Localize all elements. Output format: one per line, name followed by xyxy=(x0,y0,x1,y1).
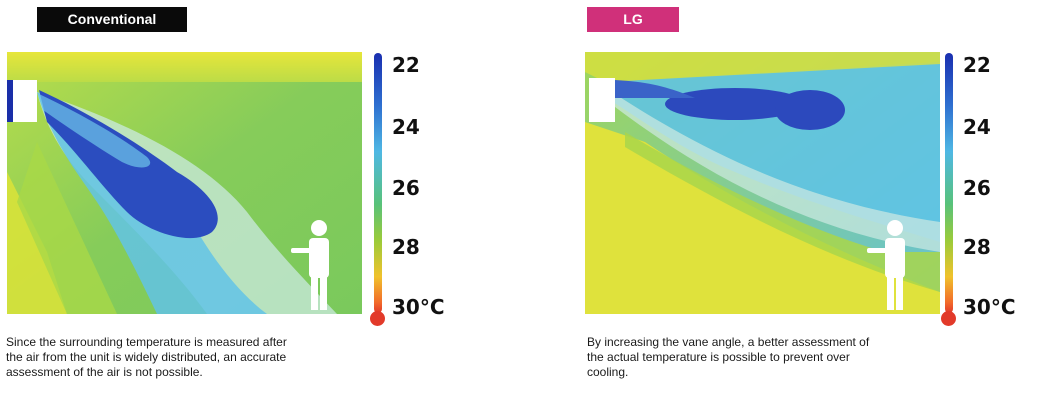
conventional-badge: Conventional xyxy=(37,7,187,32)
caption-line: assessment of the air is not possible. xyxy=(6,365,203,379)
scale-label-28: 28 xyxy=(392,235,420,259)
lg-heatmap xyxy=(585,52,940,314)
scale-label-26: 26 xyxy=(963,176,991,200)
temperature-scale-bulb xyxy=(941,311,956,326)
temperature-scale-bar xyxy=(374,53,382,313)
scale-label-28: 28 xyxy=(963,235,991,259)
scale-label-30: 30°C xyxy=(392,295,445,319)
scale-label-30: 30°C xyxy=(963,295,1016,319)
scale-label-22: 22 xyxy=(963,53,991,77)
caption-line: By increasing the vane angle, a better a… xyxy=(587,335,870,349)
scale-label-24: 24 xyxy=(963,115,991,139)
temperature-scale-bulb xyxy=(370,311,385,326)
lg-badge: LG xyxy=(587,7,679,32)
scale-label-22: 22 xyxy=(392,53,420,77)
caption-line: the air from the unit is widely distribu… xyxy=(6,350,287,364)
scale-label-26: 26 xyxy=(392,176,420,200)
conventional-caption: Since the surrounding temperature is mea… xyxy=(6,335,386,380)
caption-line: the actual temperature is possible to pr… xyxy=(587,350,850,364)
scale-label-24: 24 xyxy=(392,115,420,139)
lg-panel: LG xyxy=(581,0,1041,393)
caption-line: Since the surrounding temperature is mea… xyxy=(6,335,287,349)
lg-caption: By increasing the vane angle, a better a… xyxy=(587,335,967,380)
conventional-heatmap xyxy=(7,52,362,314)
conventional-panel: Conventional xyxy=(0,0,460,393)
caption-line: cooling. xyxy=(587,365,629,379)
temperature-scale-bar xyxy=(945,53,953,313)
